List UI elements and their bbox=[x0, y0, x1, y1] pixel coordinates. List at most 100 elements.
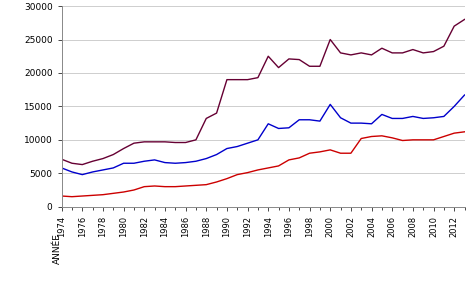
Viols bbox=[441, 135, 447, 138]
Total des faits constatés bbox=[420, 51, 426, 55]
Total des faits constatés bbox=[90, 159, 95, 163]
Viols bbox=[80, 194, 85, 198]
Total des faits constatés bbox=[100, 157, 106, 161]
Autres violences sexuelles bbox=[276, 127, 282, 130]
Total des faits constatés bbox=[141, 140, 147, 144]
Viols bbox=[193, 184, 199, 187]
Total des faits constatés bbox=[369, 53, 374, 57]
Total des faits constatés bbox=[255, 76, 261, 79]
Viols bbox=[337, 151, 343, 155]
Total des faits constatés bbox=[400, 51, 405, 55]
Autres violences sexuelles bbox=[245, 141, 250, 145]
Autres violences sexuelles bbox=[110, 166, 116, 170]
Autres violences sexuelles bbox=[389, 117, 395, 120]
Viols bbox=[328, 148, 333, 152]
Autres violences sexuelles bbox=[183, 161, 189, 164]
Total des faits constatés bbox=[214, 111, 219, 115]
Autres violences sexuelles bbox=[307, 118, 312, 122]
Viols bbox=[462, 130, 467, 134]
Line: Viols: Viols bbox=[62, 132, 465, 197]
Viols bbox=[296, 156, 302, 160]
Viols bbox=[162, 185, 168, 188]
Total des faits constatés bbox=[193, 138, 199, 142]
Autres violences sexuelles bbox=[121, 161, 127, 165]
Viols bbox=[224, 177, 230, 181]
Viols bbox=[255, 168, 261, 172]
Viols bbox=[69, 195, 75, 199]
Text: ANNÉE: ANNÉE bbox=[54, 233, 63, 264]
Autres violences sexuelles bbox=[80, 173, 85, 176]
Total des faits constatés bbox=[80, 163, 85, 166]
Autres violences sexuelles bbox=[100, 168, 106, 172]
Total des faits constatés bbox=[379, 47, 385, 50]
Autres violences sexuelles bbox=[441, 115, 447, 118]
Autres violences sexuelles bbox=[162, 161, 168, 164]
Total des faits constatés bbox=[265, 54, 271, 58]
Viols bbox=[245, 171, 250, 174]
Total des faits constatés bbox=[307, 64, 312, 68]
Autres violences sexuelles bbox=[431, 116, 437, 119]
Autres violences sexuelles bbox=[214, 153, 219, 156]
Viols bbox=[369, 135, 374, 138]
Viols bbox=[121, 190, 127, 194]
Autres violences sexuelles bbox=[358, 121, 364, 125]
Total des faits constatés bbox=[451, 24, 457, 28]
Viols bbox=[110, 192, 116, 195]
Total des faits constatés bbox=[462, 18, 467, 21]
Total des faits constatés bbox=[203, 117, 209, 120]
Autres violences sexuelles bbox=[410, 115, 416, 118]
Autres violences sexuelles bbox=[265, 122, 271, 126]
Total des faits constatés bbox=[328, 38, 333, 41]
Autres violences sexuelles bbox=[173, 161, 178, 165]
Viols bbox=[420, 138, 426, 142]
Viols bbox=[235, 173, 240, 176]
Total des faits constatés bbox=[224, 78, 230, 81]
Viols bbox=[141, 185, 147, 188]
Total des faits constatés bbox=[69, 161, 75, 165]
Autres violences sexuelles bbox=[224, 147, 230, 150]
Viols bbox=[203, 183, 209, 186]
Line: Total des faits constatés: Total des faits constatés bbox=[62, 19, 465, 164]
Total des faits constatés bbox=[317, 64, 323, 68]
Autres violences sexuelles bbox=[235, 145, 240, 148]
Total des faits constatés bbox=[110, 153, 116, 156]
Total des faits constatés bbox=[235, 78, 240, 81]
Viols bbox=[90, 194, 95, 197]
Autres violences sexuelles bbox=[317, 119, 323, 123]
Viols bbox=[348, 151, 354, 155]
Viols bbox=[276, 164, 282, 168]
Autres violences sexuelles bbox=[193, 159, 199, 163]
Autres violences sexuelles bbox=[296, 118, 302, 122]
Total des faits constatés bbox=[389, 51, 395, 55]
Viols bbox=[59, 194, 64, 198]
Autres violences sexuelles bbox=[400, 117, 405, 120]
Viols bbox=[451, 131, 457, 135]
Autres violences sexuelles bbox=[59, 166, 64, 170]
Total des faits constatés bbox=[286, 57, 292, 61]
Total des faits constatés bbox=[296, 58, 302, 61]
Total des faits constatés bbox=[121, 147, 127, 150]
Autres violences sexuelles bbox=[141, 159, 147, 163]
Total des faits constatés bbox=[276, 66, 282, 69]
Total des faits constatés bbox=[358, 51, 364, 55]
Viols bbox=[173, 185, 178, 188]
Viols bbox=[131, 188, 137, 192]
Total des faits constatés bbox=[173, 141, 178, 144]
Total des faits constatés bbox=[431, 50, 437, 54]
Total des faits constatés bbox=[441, 44, 447, 48]
Viols bbox=[317, 150, 323, 154]
Total des faits constatés bbox=[183, 141, 189, 144]
Autres violences sexuelles bbox=[286, 126, 292, 130]
Autres violences sexuelles bbox=[462, 93, 467, 97]
Autres violences sexuelles bbox=[152, 158, 157, 162]
Viols bbox=[400, 139, 405, 142]
Viols bbox=[214, 180, 219, 184]
Viols bbox=[358, 137, 364, 140]
Autres violences sexuelles bbox=[131, 161, 137, 165]
Total des faits constatés bbox=[152, 140, 157, 144]
Viols bbox=[183, 184, 189, 188]
Viols bbox=[379, 134, 385, 138]
Autres violences sexuelles bbox=[420, 117, 426, 120]
Line: Autres violences sexuelles: Autres violences sexuelles bbox=[62, 95, 465, 174]
Total des faits constatés bbox=[162, 140, 168, 144]
